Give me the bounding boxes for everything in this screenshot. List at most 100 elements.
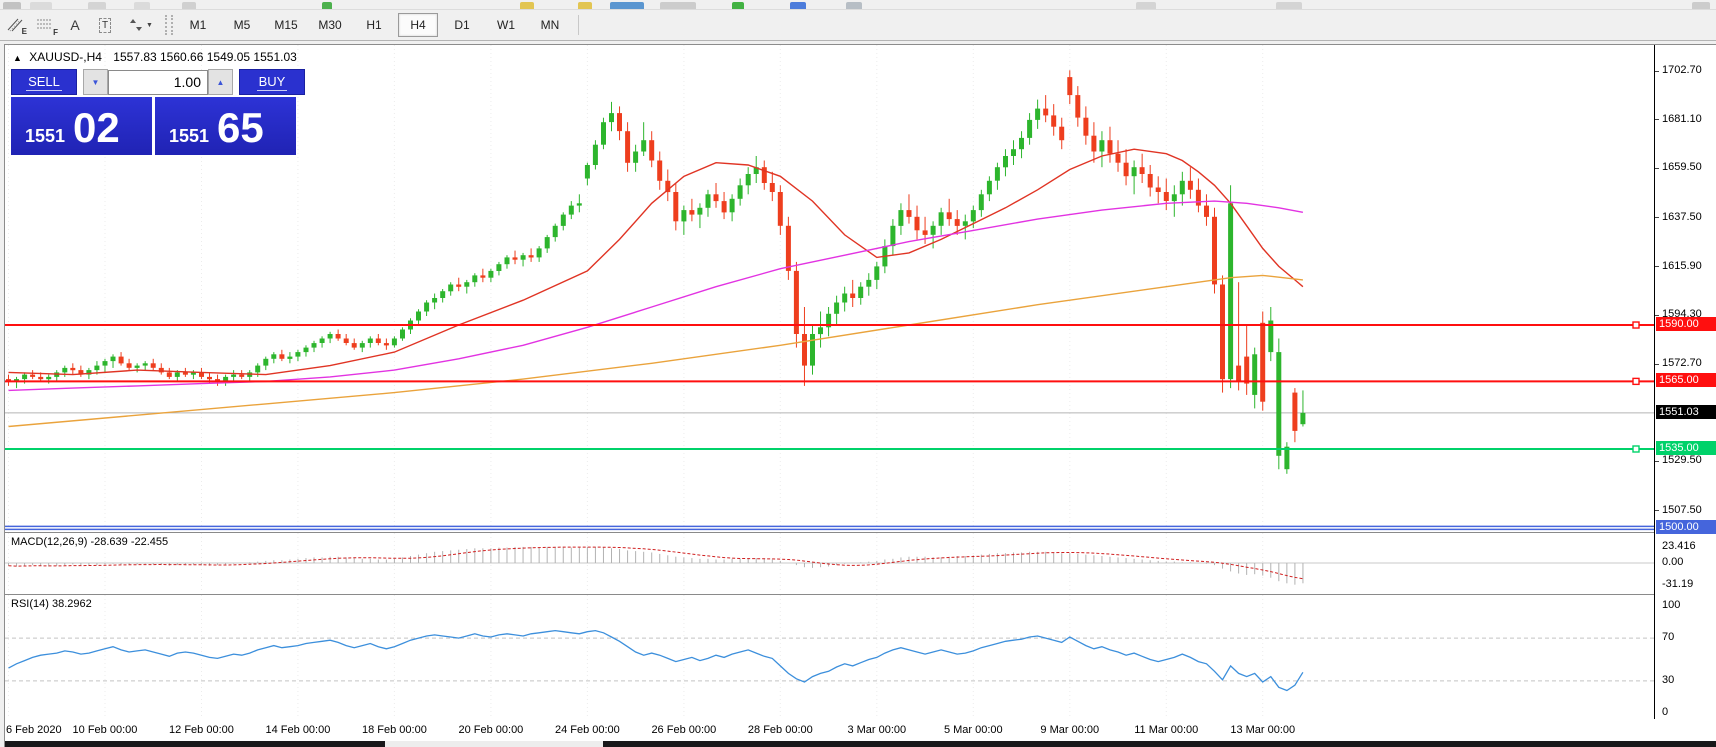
tab-h4[interactable]: H4 bbox=[398, 13, 438, 37]
clipped-icon bbox=[322, 2, 332, 9]
tab-w1[interactable]: W1 bbox=[497, 18, 515, 32]
price-tick-dash bbox=[1655, 363, 1659, 365]
sell-button[interactable]: SELL bbox=[11, 69, 77, 95]
one-click-trading-panel: SELL ▼ 1.00 ▲ BUY 1551 02 1551 65 bbox=[11, 69, 311, 155]
date-tick-label: 6 Feb 2020 bbox=[6, 724, 62, 736]
chart-ohlc: 1557.83 1560.66 1549.05 1551.03 bbox=[113, 50, 297, 64]
horizontal-scrollbar[interactable] bbox=[5, 741, 1716, 747]
buy-price-small: 1551 bbox=[169, 126, 210, 146]
text-label-icon[interactable]: T bbox=[90, 13, 120, 37]
toolbar-separator bbox=[578, 15, 579, 35]
buy-button[interactable]: BUY bbox=[239, 69, 305, 95]
rsi-indicator-label: RSI(14) 38.2962 bbox=[11, 598, 92, 610]
tab-h1[interactable]: H1 bbox=[366, 18, 382, 32]
macd-tick-label: 23.416 bbox=[1662, 539, 1696, 552]
text-icon-letter: A bbox=[70, 17, 80, 33]
volume-decrease-button[interactable]: ▼ bbox=[83, 69, 108, 95]
chart-window[interactable]: ▲ XAUUSD-,H4 1557.83 1560.66 1549.05 155… bbox=[4, 44, 1716, 747]
rsi-tick-label: 30 bbox=[1662, 673, 1675, 686]
chart-title: ▲ XAUUSD-,H4 1557.83 1560.66 1549.05 155… bbox=[13, 50, 297, 64]
tab-m15[interactable]: M15 bbox=[274, 18, 298, 32]
macd-pane-canvas[interactable] bbox=[5, 533, 1654, 593]
time-axis[interactable]: 6 Feb 2020 10 Feb 00:00 12 Feb 00:00 14 Feb… bbox=[5, 719, 1716, 741]
price-tick-dash bbox=[1655, 119, 1659, 121]
date-tick-label: 10 Feb 00:00 bbox=[72, 724, 138, 736]
price-tick-label: 1507.50 bbox=[1662, 503, 1702, 516]
ma-fast-red bbox=[8, 148, 1304, 376]
date-tick-label: 20 Feb 00:00 bbox=[458, 724, 524, 736]
sell-price-small: 1551 bbox=[25, 126, 66, 146]
scrollbar-thumb[interactable] bbox=[385, 741, 603, 747]
price-tick-label: 1637.50 bbox=[1662, 210, 1702, 223]
volume-increase-button[interactable]: ▲ bbox=[208, 69, 233, 95]
tab-m30[interactable]: M30 bbox=[318, 18, 342, 32]
price-tick-dash bbox=[1655, 460, 1659, 462]
fibonacci-icon[interactable]: F bbox=[30, 13, 60, 37]
ma-mid-magenta bbox=[8, 200, 1304, 392]
current-price-badge: 1551.03 bbox=[1656, 404, 1716, 419]
level-price-badge: 1535.00 bbox=[1656, 440, 1716, 455]
pane-separator[interactable] bbox=[5, 532, 1716, 533]
pane-separator[interactable] bbox=[5, 594, 1716, 595]
price-tick-dash bbox=[1655, 70, 1659, 72]
date-tick-label: 13 Mar 00:00 bbox=[1230, 724, 1296, 736]
date-tick-label: 14 Feb 00:00 bbox=[265, 724, 331, 736]
main-chart-canvas[interactable] bbox=[5, 45, 1654, 532]
level-price-badge: 1565.00 bbox=[1656, 373, 1716, 388]
buy-price-big: 65 bbox=[217, 104, 264, 151]
price-tick-label: 1702.70 bbox=[1662, 64, 1702, 76]
rsi-tick-label: 0 bbox=[1662, 706, 1669, 718]
text-icon[interactable]: A bbox=[60, 13, 90, 37]
macd-tick-label: 0.00 bbox=[1662, 556, 1684, 568]
clipped-icon bbox=[790, 2, 806, 9]
rsi-tick-label: 100 bbox=[1662, 599, 1681, 611]
price-tick-label: 1615.90 bbox=[1662, 259, 1702, 272]
sell-price-big: 02 bbox=[73, 104, 120, 151]
tab-mn[interactable]: MN bbox=[540, 18, 560, 32]
tab-m1[interactable]: M1 bbox=[189, 18, 207, 32]
clipped-icon bbox=[1276, 2, 1302, 9]
clipped-icon bbox=[1692, 2, 1710, 9]
rsi-tick-label: 70 bbox=[1662, 631, 1675, 644]
level-price-badge: 1590.00 bbox=[1656, 317, 1716, 332]
toolbar-row-clipped bbox=[0, 0, 1716, 10]
date-tick-label: 5 Mar 00:00 bbox=[943, 724, 1003, 736]
equidistant-channel-letter: E bbox=[21, 27, 27, 36]
clipped-icon bbox=[520, 2, 534, 9]
tab-d1[interactable]: D1 bbox=[454, 18, 470, 32]
clipped-icon bbox=[3, 2, 21, 9]
clipped-icon bbox=[578, 2, 592, 9]
price-tick-label: 1529.50 bbox=[1662, 454, 1702, 467]
price-tick-label: 1659.50 bbox=[1662, 161, 1702, 174]
sell-price-box[interactable]: 1551 02 bbox=[11, 97, 152, 155]
text-label-letter: T bbox=[98, 17, 112, 33]
volume-input[interactable]: 1.00 bbox=[108, 69, 208, 95]
clipped-icon bbox=[88, 2, 106, 9]
date-tick-label: 18 Feb 00:00 bbox=[361, 724, 427, 736]
buy-price-box[interactable]: 1551 65 bbox=[155, 97, 296, 155]
toolbar-grip[interactable] bbox=[165, 15, 173, 35]
macd-signal-line bbox=[8, 546, 1303, 580]
price-tick-dash bbox=[1655, 217, 1659, 219]
up-triangle-icon: ▲ bbox=[13, 53, 22, 63]
tab-m5[interactable]: M5 bbox=[233, 18, 251, 32]
price-axis[interactable]: 1702.70 1681.10 1659.50 1637.50 1615.90 1594.… bbox=[1654, 45, 1716, 719]
clipped-icon bbox=[134, 2, 150, 9]
clipped-icon bbox=[660, 2, 696, 9]
clipped-icon bbox=[30, 2, 52, 9]
clipped-icon bbox=[846, 2, 862, 9]
equidistant-channel-icon[interactable]: E bbox=[0, 13, 30, 37]
date-tick-label: 3 Mar 00:00 bbox=[847, 724, 907, 736]
price-tick-dash bbox=[1655, 266, 1659, 268]
date-tick-label: 24 Feb 00:00 bbox=[554, 724, 620, 736]
arrow-style-icon[interactable]: ▼ bbox=[120, 13, 162, 37]
price-tick-label: 1572.70 bbox=[1662, 357, 1702, 370]
dropdown-caret-icon[interactable]: ▼ bbox=[146, 21, 153, 29]
date-tick-label: 9 Mar 00:00 bbox=[1040, 724, 1100, 736]
clipped-icon bbox=[1136, 2, 1156, 9]
rsi-pane-canvas[interactable] bbox=[5, 595, 1654, 719]
macd-tick-label: -31.19 bbox=[1662, 577, 1694, 590]
chart-symbol: XAUUSD-,H4 bbox=[29, 50, 102, 64]
price-tick-label: 1681.10 bbox=[1662, 112, 1702, 125]
toolbar-row-main: E F A T ▼ M1 M5 M15 M30 H1 H4 D1 W1 MN bbox=[0, 10, 1716, 41]
